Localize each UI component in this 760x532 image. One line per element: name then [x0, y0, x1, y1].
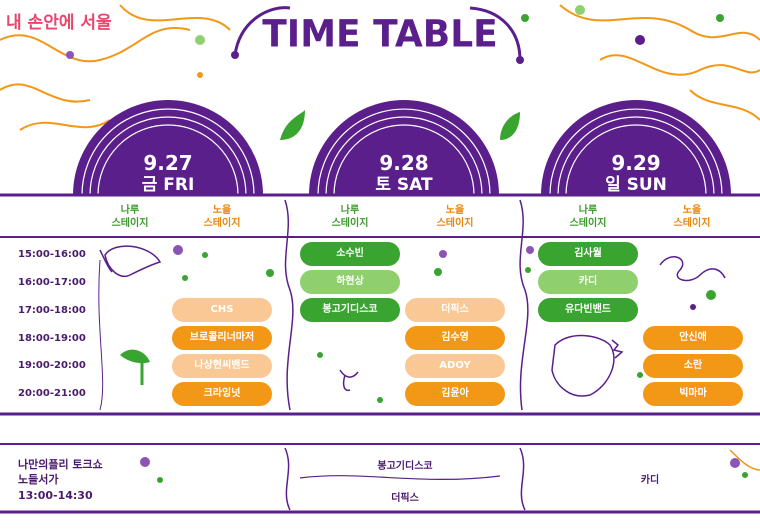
- record-groove: [325, 116, 483, 196]
- stage-naru-fri: 나루 스테이지: [111, 205, 149, 229]
- stage-noeul-fri: 노을 스테이지: [203, 205, 241, 229]
- performance-pill[interactable]: 봉고기디스코: [300, 298, 400, 322]
- talk-guest-sat-2: 더픽스: [391, 493, 419, 504]
- performance-pill[interactable]: 소수빈: [300, 242, 400, 266]
- performance-pill[interactable]: 더픽스: [405, 298, 505, 322]
- performance-pill[interactable]: CHS: [172, 298, 272, 322]
- performance-pill[interactable]: 카디: [538, 270, 638, 294]
- performance-pill[interactable]: 브로콜리너마저: [172, 326, 272, 350]
- date-fri: 9.27: [143, 151, 193, 175]
- record-groove: [565, 124, 707, 196]
- record-groove: [333, 124, 475, 196]
- record-groove: [89, 116, 247, 196]
- performance-pill[interactable]: 크라잉넛: [172, 382, 272, 406]
- performance-pill[interactable]: 유다빈밴드: [538, 298, 638, 322]
- performance-pill[interactable]: ADOY: [405, 354, 505, 378]
- day-header-sat: 9.28 토 SAT: [354, 152, 454, 196]
- talk-guest-sat-1: 봉고기디스코: [377, 461, 433, 472]
- performance-pill[interactable]: 김윤아: [405, 382, 505, 406]
- performance-pill[interactable]: 소란: [643, 354, 743, 378]
- time-slot: 18:00-19:00: [18, 333, 86, 344]
- performance-pill[interactable]: 안신애: [643, 326, 743, 350]
- weekday-fri: 금 FRI: [141, 175, 195, 195]
- performance-pill[interactable]: 하현상: [300, 270, 400, 294]
- page-title: TIME TABLE: [262, 12, 498, 57]
- logo: 내 손안에 서울: [6, 13, 112, 33]
- weekday-sat: 토 SAT: [375, 175, 433, 195]
- record-label: [576, 135, 696, 195]
- date-sun: 9.29: [611, 151, 661, 175]
- time-slot: 19:00-20:00: [18, 360, 86, 371]
- time-slot: 16:00-17:00: [18, 277, 86, 288]
- stage-naru-sat: 나루 스테이지: [331, 205, 369, 229]
- talk-guest-sun: 카디: [640, 475, 660, 486]
- day-header-fri: 9.27 금 FRI: [118, 152, 218, 196]
- talk-venue: 노들서가: [18, 473, 59, 486]
- record-groove: [97, 124, 239, 196]
- stage-naru-sun: 나루 스테이지: [569, 205, 607, 229]
- record-label: [108, 135, 228, 195]
- performance-pill[interactable]: 김수영: [405, 326, 505, 350]
- day-header-sun: 9.29 일 SUN: [586, 152, 686, 196]
- stage-noeul-sat: 노을 스테이지: [436, 205, 474, 229]
- record-groove: [557, 116, 715, 196]
- performance-pill[interactable]: 나상현씨밴드: [172, 354, 272, 378]
- talk-title: 나만의플리 토크쇼: [18, 458, 103, 471]
- talk-time: 13:00-14:30: [18, 489, 93, 502]
- record-label: [344, 135, 464, 195]
- performance-pill[interactable]: 김사월: [538, 242, 638, 266]
- time-slot: 20:00-21:00: [18, 388, 86, 399]
- record-groove: [81, 108, 255, 196]
- performance-pill[interactable]: 빅마마: [643, 382, 743, 406]
- record-groove: [317, 108, 491, 196]
- date-sat: 9.28: [379, 151, 429, 175]
- weekday-sun: 일 SUN: [605, 175, 667, 195]
- time-slot: 17:00-18:00: [18, 305, 86, 316]
- time-slot: 15:00-16:00: [18, 249, 86, 260]
- stage-noeul-sun: 노을 스테이지: [673, 205, 711, 229]
- record-groove: [549, 108, 723, 196]
